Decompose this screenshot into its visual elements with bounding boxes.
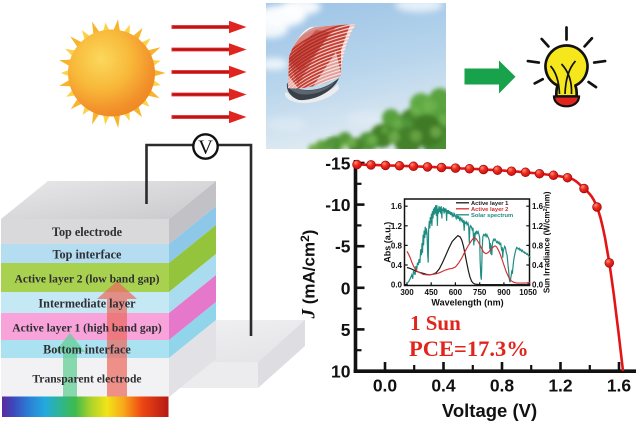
svg-text:0.0: 0.0 (532, 281, 544, 290)
svg-text:Active layer 1 (high band gap): Active layer 1 (high band gap) (12, 321, 162, 334)
svg-text:450: 450 (425, 288, 439, 297)
svg-text:0.4: 0.4 (431, 376, 456, 396)
svg-text:0.8: 0.8 (391, 241, 403, 250)
svg-text:-15: -15 (325, 154, 351, 174)
svg-text:V: V (198, 137, 213, 159)
svg-text:1.2: 1.2 (532, 222, 544, 231)
svg-text:1 Sun: 1 Sun (410, 311, 461, 335)
svg-text:Transparent electrode: Transparent electrode (32, 372, 141, 385)
svg-text:0.8: 0.8 (532, 241, 544, 250)
svg-text:1.6: 1.6 (532, 202, 544, 211)
svg-text:-10: -10 (325, 195, 351, 215)
svg-text:0.4: 0.4 (532, 261, 544, 270)
svg-text:PCE=17.3%: PCE=17.3% (409, 336, 529, 361)
svg-text:0.0: 0.0 (391, 281, 403, 290)
svg-text:Bottom interface: Bottom interface (43, 343, 131, 357)
svg-text:1.6: 1.6 (391, 202, 403, 211)
svg-text:0: 0 (341, 278, 351, 298)
svg-text:1.2: 1.2 (548, 376, 573, 396)
svg-text:0.8: 0.8 (490, 376, 515, 396)
svg-text:600: 600 (449, 288, 463, 297)
svg-text:Active layer 2 (low band gap): Active layer 2 (low band gap) (14, 272, 159, 285)
svg-text:Abs (a.u.): Abs (a.u.) (383, 222, 393, 263)
svg-text:1.2: 1.2 (391, 222, 403, 231)
svg-text:0.4: 0.4 (391, 261, 403, 270)
svg-text:Wavelength (nm): Wavelength (nm) (431, 298, 503, 308)
svg-text:Sun Irradiance (W/cm2/nm): Sun Irradiance (W/cm2/nm) (543, 191, 552, 293)
svg-text:1050: 1050 (519, 288, 537, 297)
svg-text:Voltage (V): Voltage (V) (442, 400, 537, 421)
svg-text:5: 5 (341, 320, 351, 340)
svg-text:10: 10 (331, 362, 351, 382)
svg-text:J (mA/cm2): J (mA/cm2) (298, 230, 320, 320)
svg-text:Solar spectrum: Solar spectrum (471, 213, 513, 219)
svg-text:Intermediate layer: Intermediate layer (38, 296, 136, 310)
svg-text:-5: -5 (335, 237, 351, 257)
svg-text:Active layer 1: Active layer 1 (471, 201, 509, 207)
svg-text:0.0: 0.0 (373, 376, 398, 396)
svg-text:300: 300 (400, 288, 414, 297)
svg-text:900: 900 (497, 288, 511, 297)
svg-text:1.6: 1.6 (607, 376, 632, 396)
svg-text:Top interface: Top interface (53, 247, 123, 261)
svg-text:Top electrode: Top electrode (52, 225, 123, 239)
svg-text:750: 750 (473, 288, 487, 297)
svg-text:Active layer 2: Active layer 2 (471, 207, 508, 213)
